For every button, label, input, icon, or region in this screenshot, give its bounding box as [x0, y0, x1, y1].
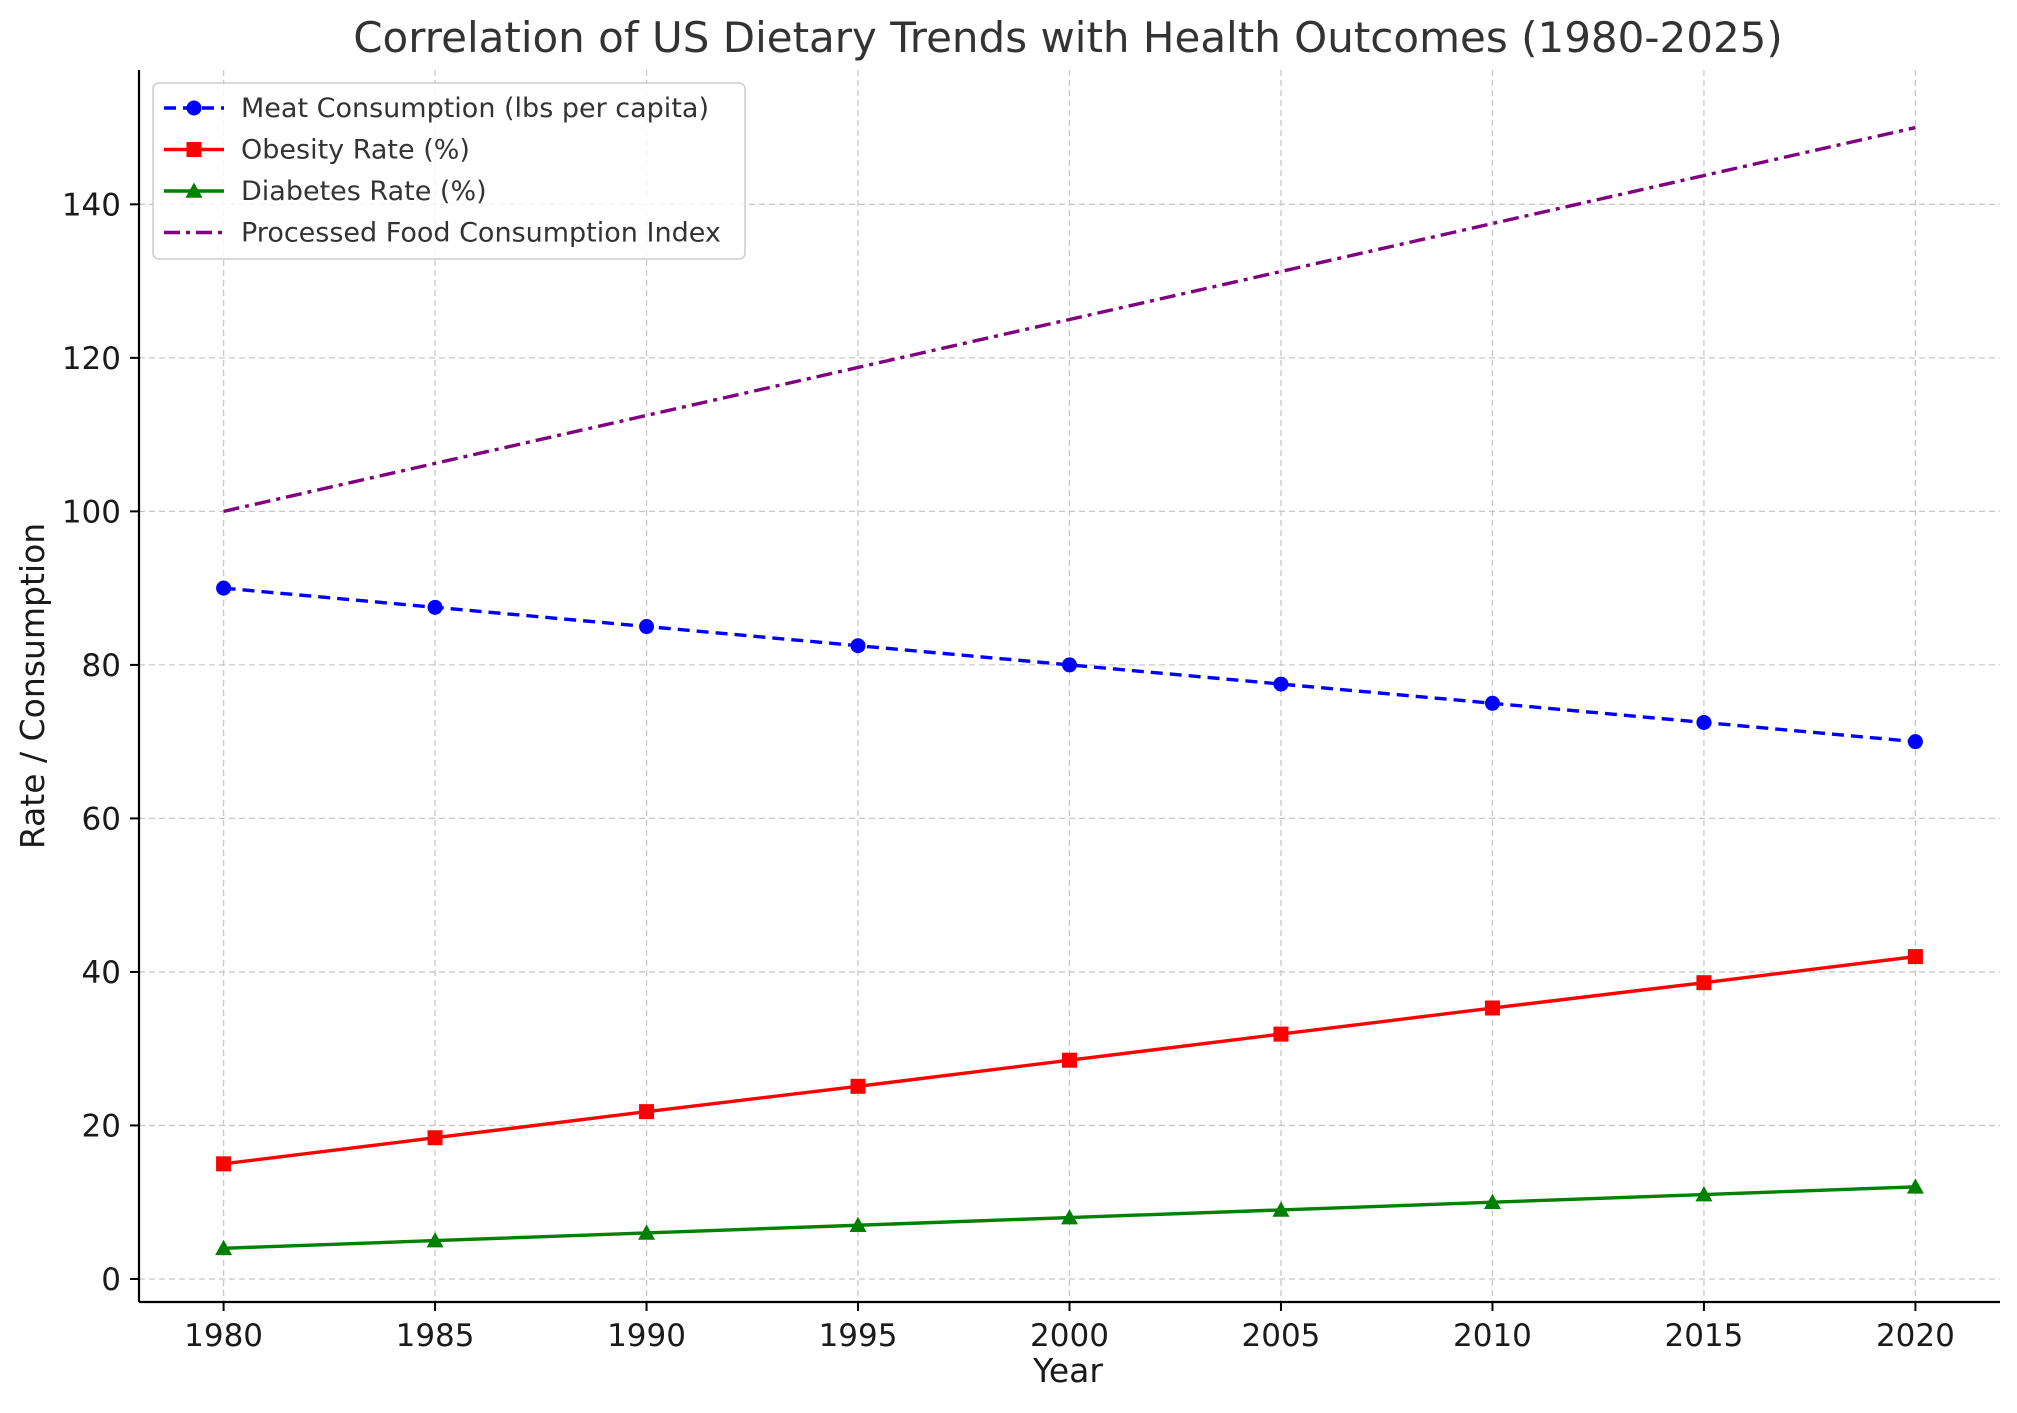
data-point-obesity-rate	[850, 1078, 866, 1094]
data-point-diabetes-rate	[849, 1216, 867, 1233]
data-point-meat-consumption-lbs-per-capita	[1062, 657, 1077, 673]
legend-box	[152, 82, 746, 260]
data-point-meat-consumption-lbs-per-capita	[427, 599, 443, 615]
legend-marker	[185, 182, 203, 198]
data-point-diabetes-rate	[638, 1224, 656, 1240]
legend-label: Obesity Rate (%)	[241, 135, 470, 166]
data-point-diabetes-rate	[1906, 1178, 1924, 1194]
series-diabetes-rate	[215, 1178, 1924, 1256]
legend-entry-diabetes-rate: Diabetes Rate (%)	[164, 176, 487, 207]
x-tick-label: 1995	[819, 1318, 898, 1354]
data-point-meat-consumption-lbs-per-capita	[216, 580, 232, 596]
data-point-diabetes-rate	[215, 1239, 233, 1256]
legend-marker	[186, 100, 202, 116]
x-tick-label: 1985	[396, 1318, 475, 1354]
y-tick-label: 20	[82, 1108, 121, 1144]
x-axis-label: Year	[1032, 1351, 1103, 1390]
chart-title: Correlation of US Dietary Trends with He…	[353, 13, 1783, 62]
x-tick-label: 2000	[1030, 1318, 1109, 1354]
y-tick-label: 40	[82, 955, 121, 991]
y-tick-label: 100	[62, 494, 121, 530]
x-tick-label: 2020	[1876, 1318, 1955, 1354]
series-obesity-rate	[216, 949, 1923, 1172]
y-tick-label: 60	[82, 801, 121, 837]
data-point-obesity-rate	[216, 1156, 232, 1172]
legend: Meat Consumption (lbs per capita) Obesity…	[152, 82, 746, 260]
data-point-diabetes-rate	[426, 1232, 444, 1248]
data-point-obesity-rate	[1907, 949, 1923, 965]
y-tick-label: 80	[82, 648, 121, 684]
y-axis-label: Rate / Consumption	[13, 523, 52, 849]
y-tick-label: 0	[101, 1262, 121, 1298]
data-point-obesity-rate	[1273, 1026, 1289, 1042]
data-point-meat-consumption-lbs-per-capita	[639, 619, 655, 635]
series-meat-consumption-lbs-per-capita	[216, 580, 1923, 750]
series-line-processed-food-consumption-index	[223, 125, 1916, 514]
data-point-meat-consumption-lbs-per-capita	[1696, 714, 1712, 730]
x-tick-label: 2015	[1664, 1318, 1743, 1354]
legend-label: Diabetes Rate (%)	[241, 176, 487, 207]
legend-label: Processed Food Consumption Index	[241, 218, 721, 249]
data-point-obesity-rate	[1696, 975, 1712, 991]
ticks: 1980 1985 1990 1995 2000 2005 2010 2015 2020 0 20 4…	[62, 187, 1955, 1354]
legend-entry-meat-consumption-lbs-per-capita: Meat Consumption (lbs per capita)	[164, 93, 709, 124]
legend-marker	[186, 142, 202, 157]
x-tick-label: 2005	[1242, 1318, 1321, 1354]
x-tick-label: 1990	[607, 1318, 686, 1354]
data-point-diabetes-rate	[1272, 1201, 1290, 1217]
x-tick-label: 1980	[184, 1318, 263, 1354]
data-point-meat-consumption-lbs-per-capita	[1273, 676, 1289, 692]
legend-entry-processed-food-consumption-index: Processed Food Consumption Index	[164, 218, 721, 249]
data-point-meat-consumption-lbs-per-capita	[850, 638, 866, 654]
data-point-diabetes-rate	[1695, 1186, 1713, 1202]
data-point-diabetes-rate	[1061, 1209, 1078, 1225]
data-point-obesity-rate	[427, 1130, 443, 1146]
x-tick-label: 2010	[1453, 1318, 1532, 1354]
y-tick-label: 140	[62, 187, 121, 223]
legend-label: Meat Consumption (lbs per capita)	[241, 93, 709, 124]
y-tick-label: 120	[62, 341, 121, 377]
data-point-diabetes-rate	[1483, 1193, 1501, 1210]
series-line-meat-consumption-lbs-per-capita	[223, 586, 1916, 744]
series-processed-food-consumption-index	[223, 125, 1916, 514]
data-point-obesity-rate	[1484, 1000, 1500, 1016]
legend-entry-obesity-rate: Obesity Rate (%)	[164, 135, 470, 166]
data-point-meat-consumption-lbs-per-capita	[1484, 695, 1500, 711]
series	[215, 125, 1924, 1256]
data-point-obesity-rate	[639, 1104, 655, 1120]
data-point-obesity-rate	[1062, 1052, 1077, 1068]
data-point-meat-consumption-lbs-per-capita	[1907, 734, 1923, 750]
